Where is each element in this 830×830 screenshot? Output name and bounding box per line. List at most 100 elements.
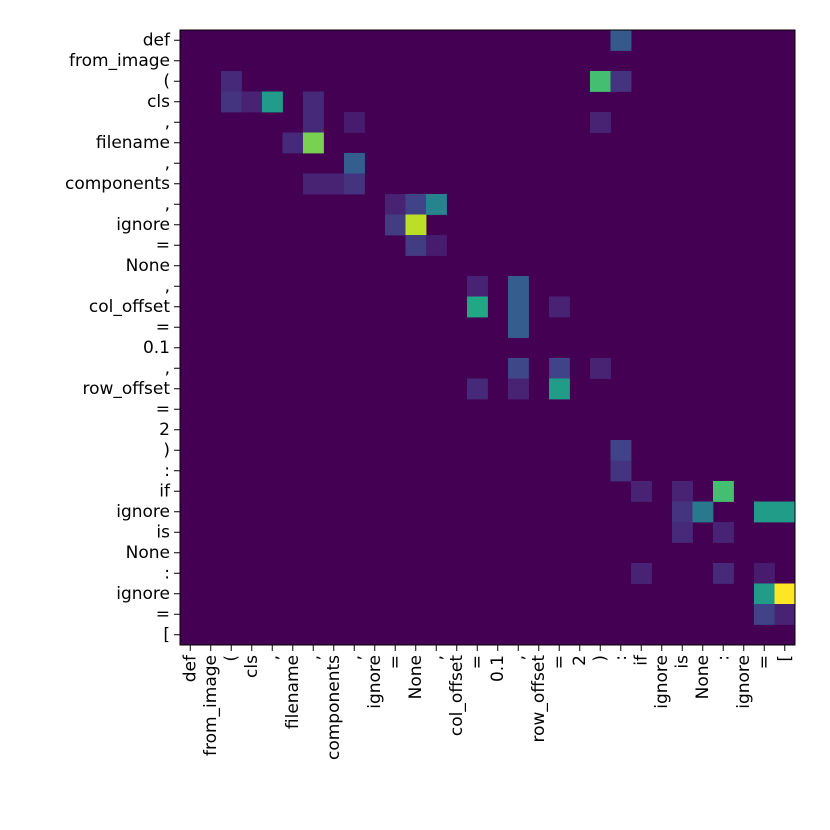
x-tick-label: ignore bbox=[652, 655, 672, 709]
x-tick-label: filename bbox=[283, 655, 303, 729]
heatmap-cell bbox=[631, 481, 652, 502]
heatmap-cell bbox=[405, 235, 427, 256]
heatmap-cell bbox=[344, 173, 365, 195]
y-tick-label: ignore bbox=[116, 584, 170, 604]
x-axis-ticks: def from_image(cls, filename, components, ig… bbox=[180, 645, 795, 760]
x-tick-label: : bbox=[713, 655, 733, 661]
plot-frame bbox=[179, 29, 796, 646]
heatmap-cell bbox=[610, 440, 632, 461]
heatmap-cell bbox=[405, 194, 427, 215]
heatmap-cell bbox=[303, 132, 324, 154]
heatmap-cell bbox=[508, 358, 529, 379]
heatmap-cell bbox=[303, 173, 324, 195]
x-tick-label: if bbox=[631, 654, 651, 666]
y-tick-label: , bbox=[165, 153, 170, 173]
x-tick-label: from_image bbox=[201, 655, 221, 756]
x-tick-label: 0.1 bbox=[488, 655, 508, 682]
y-tick-label: from_image bbox=[69, 51, 170, 71]
x-tick-label: cls bbox=[242, 655, 262, 678]
heatmap-cell bbox=[344, 153, 365, 174]
heatmap-cell bbox=[631, 563, 652, 584]
heatmap-cell bbox=[426, 235, 447, 256]
x-tick-label: ) bbox=[590, 655, 610, 662]
y-tick-label: components bbox=[65, 174, 170, 194]
heatmap-cell bbox=[713, 522, 734, 543]
y-axis-ticks: deffrom_image(cls,filename,components,ig… bbox=[65, 30, 180, 645]
heatmap-cell bbox=[323, 173, 345, 195]
heatmap-cell bbox=[303, 112, 324, 133]
heatmap-cell bbox=[344, 112, 365, 133]
heatmap-cell bbox=[610, 460, 632, 482]
heatmap-cell bbox=[549, 296, 570, 318]
x-tick-label: , bbox=[262, 655, 282, 660]
x-tick-label: = bbox=[754, 655, 774, 669]
x-tick-label: = bbox=[385, 655, 405, 669]
x-tick-label: , bbox=[303, 655, 323, 660]
x-tick-label: : bbox=[611, 655, 631, 661]
y-tick-label: ignore bbox=[116, 502, 170, 522]
heatmap-cell bbox=[508, 378, 529, 400]
heatmap-cell bbox=[508, 276, 529, 297]
y-tick-label: None bbox=[126, 543, 170, 563]
y-tick-label: ( bbox=[163, 71, 170, 91]
y-tick-label: = bbox=[156, 317, 170, 337]
y-tick-label: is bbox=[156, 522, 170, 542]
x-tick-label: , bbox=[426, 655, 446, 660]
x-tick-label: components bbox=[324, 655, 344, 760]
heatmap-cell bbox=[754, 604, 775, 625]
y-tick-label: cls bbox=[147, 92, 170, 112]
y-tick-label: , bbox=[165, 276, 170, 296]
y-tick-label: ignore bbox=[116, 215, 170, 235]
heatmap-cell bbox=[754, 501, 775, 523]
heatmap-cell bbox=[672, 481, 693, 502]
y-tick-label: , bbox=[165, 358, 170, 378]
heatmap-cell bbox=[754, 563, 775, 584]
y-tick-label: = bbox=[156, 604, 170, 624]
y-tick-label: filename bbox=[96, 133, 170, 153]
x-tick-label: , bbox=[508, 655, 528, 660]
y-tick-label: row_offset bbox=[82, 379, 170, 399]
y-tick-label: = bbox=[156, 235, 170, 255]
y-tick-label: ) bbox=[163, 440, 170, 460]
heatmap-cell bbox=[405, 214, 427, 236]
heatmap-cell bbox=[426, 194, 447, 215]
heatmap-cell bbox=[508, 296, 529, 318]
x-tick-label: ignore bbox=[365, 655, 385, 709]
heatmap-cell bbox=[610, 30, 632, 51]
x-tick-label: col_offset bbox=[447, 655, 467, 736]
heatmap-cell bbox=[508, 317, 529, 338]
heatmap-cell bbox=[774, 583, 796, 605]
x-tick-label: ignore bbox=[734, 655, 754, 709]
y-tick-label: if bbox=[159, 481, 171, 501]
x-tick-label: = bbox=[467, 655, 487, 669]
y-tick-label: 2 bbox=[159, 420, 170, 440]
heatmap-cell bbox=[549, 358, 570, 379]
x-tick-label: None bbox=[406, 655, 426, 699]
heatmap-cell bbox=[754, 583, 775, 605]
heatmap-cell bbox=[262, 91, 283, 113]
y-tick-label: , bbox=[165, 194, 170, 214]
heatmap-background bbox=[180, 30, 795, 645]
heatmap-cell bbox=[610, 71, 632, 92]
x-tick-label: 2 bbox=[570, 655, 590, 666]
heatmap-cell bbox=[774, 604, 796, 625]
heatmap-cell bbox=[303, 91, 324, 113]
x-tick-label: [ bbox=[775, 655, 795, 662]
x-tick-label: def bbox=[180, 654, 200, 682]
heatmap-cell bbox=[590, 358, 611, 379]
heatmap-cell bbox=[282, 132, 304, 154]
heatmap-cell bbox=[713, 481, 734, 502]
y-tick-label: None bbox=[126, 256, 170, 276]
heatmap-cell bbox=[774, 501, 796, 523]
x-tick-label: = bbox=[549, 655, 569, 669]
y-tick-label: [ bbox=[163, 625, 170, 645]
heatmap-cell bbox=[672, 522, 693, 543]
heatmap-cell bbox=[467, 296, 488, 318]
heatmap-cell bbox=[549, 378, 570, 400]
heatmap-cell bbox=[590, 71, 611, 92]
heatmap-cell bbox=[713, 563, 734, 584]
heatmap-cell bbox=[672, 501, 693, 523]
heatmap-cells bbox=[180, 30, 796, 645]
heatmap-cell bbox=[241, 91, 263, 113]
